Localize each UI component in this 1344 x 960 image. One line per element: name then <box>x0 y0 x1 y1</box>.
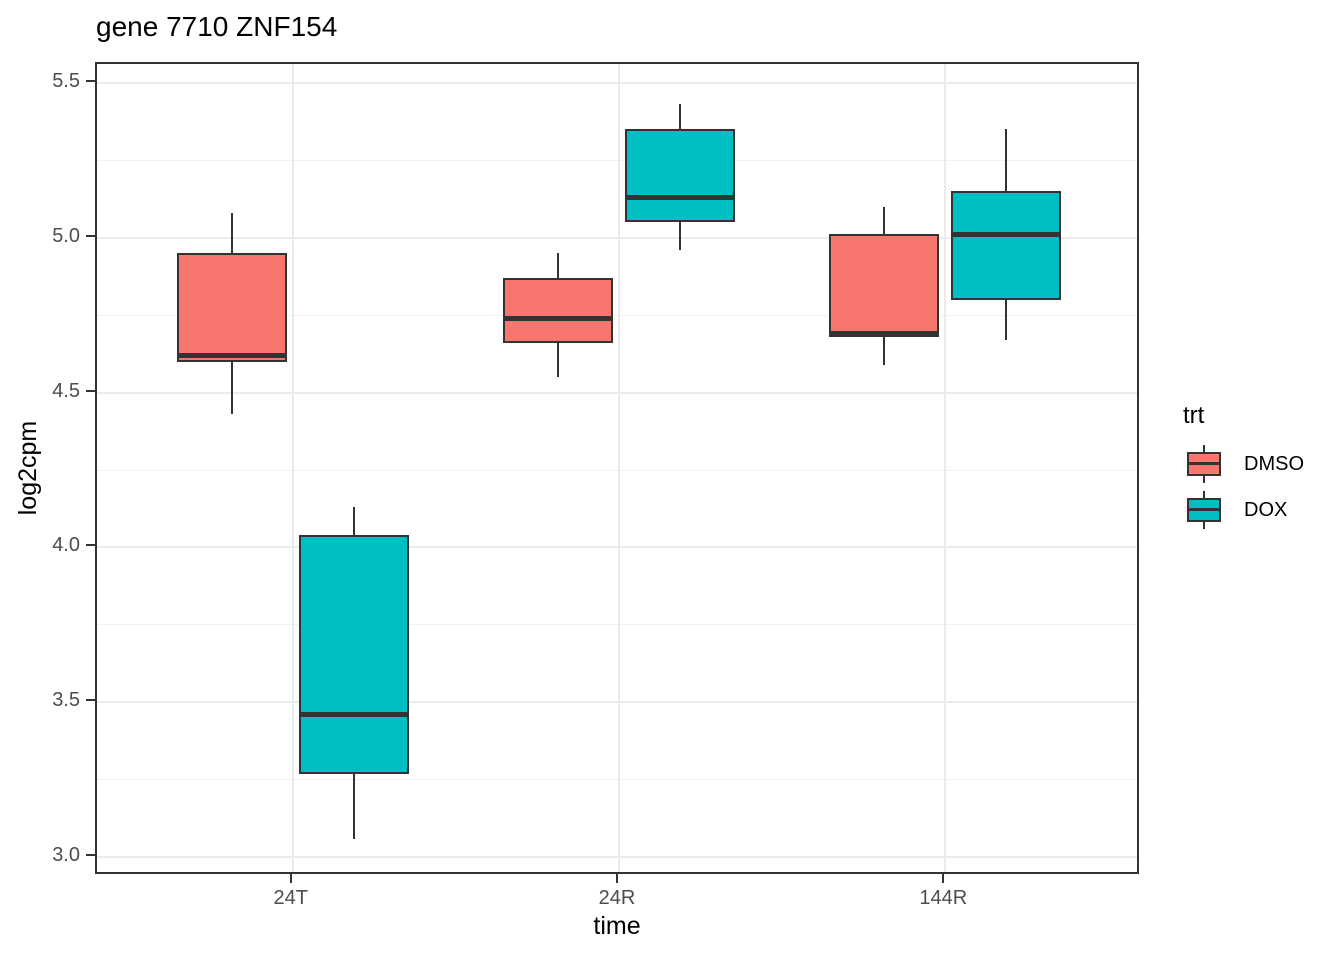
gridline-minor <box>97 159 1137 161</box>
legend-key-median <box>1189 462 1219 465</box>
plot-panel <box>95 62 1139 874</box>
box-dmso-144R <box>829 234 940 337</box>
y-tick-label: 3.0 <box>52 844 80 867</box>
plot-title: gene 7710 ZNF154 <box>96 11 338 42</box>
y-tick-label: 3.5 <box>52 689 80 712</box>
median-dox-24T <box>298 712 409 718</box>
legend-key-dox-icon <box>1187 491 1221 529</box>
gridline-major <box>97 81 1137 84</box>
legend-entry-dmso: DMSO <box>1183 445 1343 483</box>
gridline-major <box>97 701 1137 704</box>
y-tick-mark <box>86 234 95 237</box>
legend: trt DMSO DOX <box>1183 402 1344 562</box>
gridline-major <box>97 391 1137 394</box>
box-dox-144R <box>951 191 1062 300</box>
median-dmso-24T <box>176 352 287 358</box>
legend-label-dox: DOX <box>1244 499 1288 521</box>
x-tick-label: 24R <box>598 887 636 909</box>
x-tick-label: 24T <box>273 887 308 909</box>
x-tick-mark <box>289 874 292 883</box>
median-dox-144R <box>951 231 1062 237</box>
gridline-major-vertical <box>618 64 620 872</box>
x-axis-title: time <box>593 912 641 940</box>
y-tick-label: 5.5 <box>52 69 80 92</box>
legend-key-dmso-icon <box>1187 445 1221 483</box>
box-dox-24T <box>298 535 409 774</box>
box-dmso-24T <box>176 253 287 362</box>
x-tick-mark <box>942 874 945 883</box>
box-dox-24R <box>625 129 735 223</box>
gridline-major <box>97 546 1137 549</box>
x-tick-mark <box>616 874 618 883</box>
y-tick-label: 5.0 <box>52 224 80 247</box>
gridline-major <box>97 856 1137 859</box>
y-tick-label: 4.0 <box>52 534 80 557</box>
gridline-major-vertical <box>291 64 294 872</box>
legend-entry-dox: DOX <box>1183 491 1343 529</box>
gridline-major <box>97 236 1137 239</box>
gridline-minor <box>97 779 1137 781</box>
gridline-minor <box>97 624 1137 626</box>
legend-label-dmso: DMSO <box>1244 453 1304 475</box>
median-dmso-24R <box>503 315 613 321</box>
legend-title: trt <box>1183 402 1205 429</box>
y-tick-mark <box>86 389 95 392</box>
gridline-minor <box>97 314 1137 316</box>
y-tick-mark <box>86 79 95 82</box>
y-axis-title: log2cpm <box>14 420 42 516</box>
y-tick-mark <box>86 544 95 547</box>
y-tick-label: 4.5 <box>52 379 80 402</box>
box-dmso-24R <box>503 277 613 343</box>
median-dmso-144R <box>829 331 940 337</box>
median-dox-24R <box>625 194 735 200</box>
legend-key-median <box>1189 508 1219 511</box>
x-tick-label: 144R <box>919 887 968 909</box>
y-tick-mark <box>86 854 95 857</box>
y-tick-mark <box>86 699 95 702</box>
gridline-minor <box>97 469 1137 471</box>
gridline-major-vertical <box>944 64 947 872</box>
